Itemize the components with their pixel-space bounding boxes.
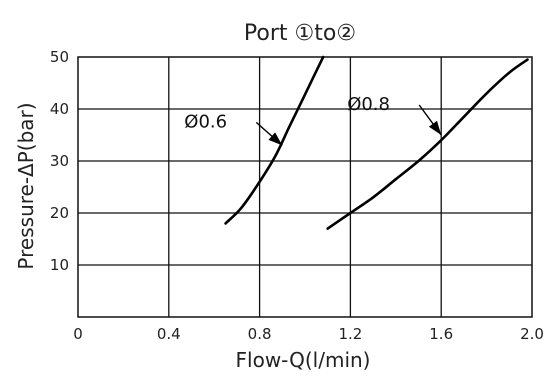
series-label: Ø0.6 — [184, 111, 227, 132]
y-tick-label: 50 — [50, 48, 69, 66]
x-tick-label: 1.6 — [429, 325, 453, 343]
x-tick-label: 2.0 — [520, 325, 544, 343]
x-tick-label: 0 — [73, 325, 83, 343]
arrowhead — [268, 132, 283, 146]
series-line-1 — [224, 55, 325, 225]
x-tick-label: 0.8 — [248, 325, 272, 343]
tick-labels: 0 0.4 0.8 1.2 1.6 2.0 10 20 30 40 50 — [50, 48, 544, 343]
annotations: Ø0.6 Ø0.8 — [184, 94, 442, 146]
y-tick-label: 40 — [50, 100, 69, 118]
plot-frame — [77, 56, 533, 318]
grid — [77, 56, 533, 318]
chart-title: Port ①to② — [244, 21, 356, 46]
x-tick-label: 1.2 — [338, 325, 362, 343]
x-tick-label: 0.4 — [157, 325, 181, 343]
y-axis-label: Pressure-ΔP(bar) — [14, 102, 38, 269]
series-line-2 — [326, 58, 529, 230]
y-tick-label: 30 — [50, 152, 69, 170]
x-axis-label: Flow-Q(l/min) — [236, 348, 371, 372]
series-label: Ø0.8 — [347, 94, 390, 115]
arrowhead — [428, 120, 442, 135]
y-tick-label: 10 — [50, 256, 69, 274]
y-tick-label: 20 — [50, 204, 69, 222]
plot-area — [224, 55, 529, 230]
